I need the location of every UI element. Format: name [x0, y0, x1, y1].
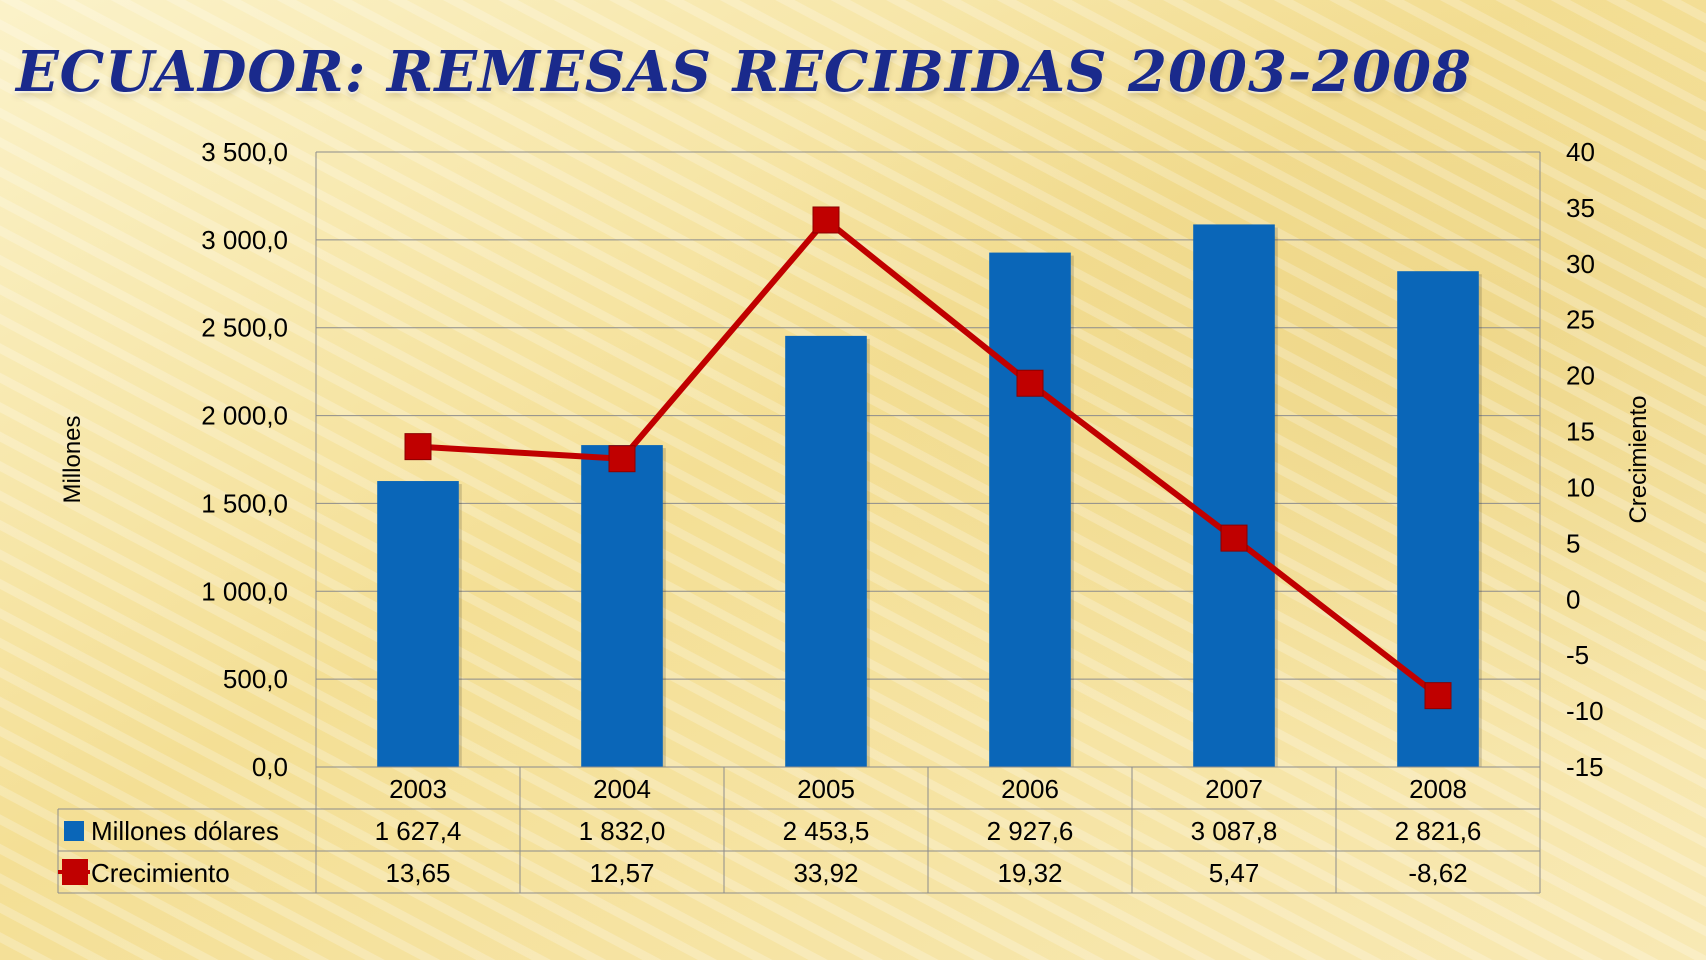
growth-marker — [1424, 682, 1452, 710]
y2-tick-label: -10 — [1566, 696, 1604, 726]
table-cell-value: 12,57 — [589, 858, 654, 888]
legend-key-marker — [62, 859, 88, 885]
table-cell-value: 2 821,6 — [1395, 816, 1482, 846]
table-cell-value: 13,65 — [385, 858, 450, 888]
table-cell-value: 1 832,0 — [579, 816, 666, 846]
y2-axis-title: Crecimiento — [1625, 395, 1652, 523]
y-tick-label: 500,0 — [223, 664, 288, 694]
y2-tick-label: 20 — [1566, 361, 1595, 391]
y-tick-label: 1 500,0 — [201, 488, 288, 518]
table-cell-value: -8,62 — [1408, 858, 1467, 888]
growth-marker — [812, 206, 840, 234]
bar — [989, 252, 1071, 767]
growth-marker — [1220, 524, 1248, 552]
y-tick-label: 2 500,0 — [201, 313, 288, 343]
y2-tick-label: 5 — [1566, 528, 1580, 558]
growth-marker — [608, 445, 636, 473]
legend-label-line: Crecimiento — [91, 858, 230, 888]
table-cell-value: 33,92 — [793, 858, 858, 888]
table-cell-value: 5,47 — [1209, 858, 1260, 888]
slide-title: ECUADOR: REMESAS RECIBIDAS 2003-2008 — [16, 39, 1473, 105]
y2-tick-label: 35 — [1566, 193, 1595, 223]
y-axis-title: Millones — [59, 415, 86, 503]
x-category-label: 2007 — [1205, 774, 1263, 804]
y-tick-label: 2 000,0 — [201, 401, 288, 431]
legend-label-bars: Millones dólares — [91, 816, 279, 846]
growth-marker — [1016, 369, 1044, 397]
y2-tick-label: 10 — [1566, 472, 1595, 502]
x-category-label: 2006 — [1001, 774, 1059, 804]
bar — [785, 335, 867, 767]
y2-tick-label: -5 — [1566, 640, 1589, 670]
bar — [377, 481, 459, 767]
y2-tick-label: 0 — [1566, 584, 1580, 614]
y-tick-label: 1 000,0 — [201, 576, 288, 606]
y2-tick-label: 25 — [1566, 305, 1595, 335]
table-cell-value: 3 087,8 — [1191, 816, 1278, 846]
y2-tick-label: 30 — [1566, 249, 1595, 279]
y2-tick-label: 15 — [1566, 417, 1595, 447]
y-tick-label: 0,0 — [252, 752, 288, 782]
x-category-label: 2008 — [1409, 774, 1467, 804]
table-cell-value: 2 927,6 — [987, 816, 1074, 846]
x-category-label: 2004 — [593, 774, 651, 804]
x-category-label: 2003 — [389, 774, 447, 804]
bar — [1193, 224, 1275, 767]
y-tick-label: 3 500,0 — [201, 137, 288, 167]
table-cell-value: 1 627,4 — [375, 816, 462, 846]
bar — [581, 445, 663, 767]
table-cell-value: 19,32 — [997, 858, 1062, 888]
legend-key-bars — [64, 821, 84, 841]
y2-tick-label: 40 — [1566, 137, 1595, 167]
y2-tick-label: -15 — [1566, 752, 1604, 782]
growth-marker — [404, 433, 432, 461]
y-tick-label: 3 000,0 — [201, 225, 288, 255]
table-cell-value: 2 453,5 — [783, 816, 870, 846]
growth-line — [417, 216, 1440, 699]
x-category-label: 2005 — [797, 774, 855, 804]
